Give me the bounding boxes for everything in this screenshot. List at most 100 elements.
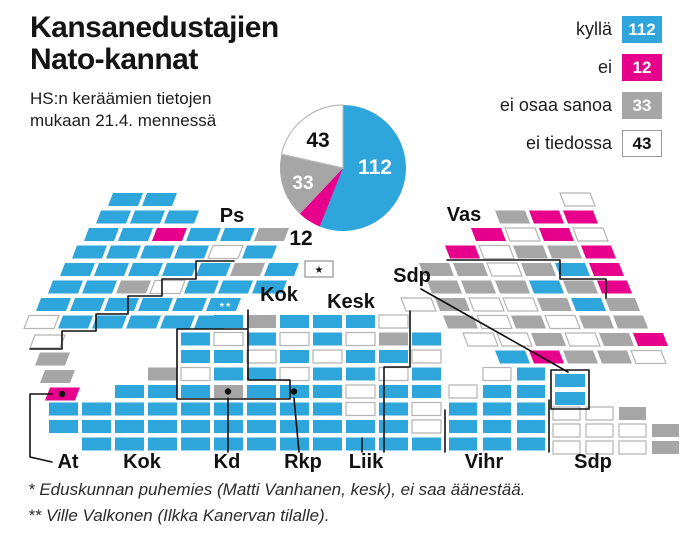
seat-right-wing-r4c4 [547,245,582,259]
seat-sdp-bottom-r3c3 [618,440,647,455]
legend-row-ei-osaa-sanoa: ei osaa sanoa 33 [500,92,662,119]
seat-vihr-block-r5c2 [483,437,511,451]
seat-vihr-block-r3c3 [517,402,545,416]
seat-center-block-r8c3 [148,437,177,451]
seat-sdp-pocket-r1c1 [555,374,585,387]
seat-center-block-r7c10 [346,420,375,433]
seat-right-wing-r8c5 [579,315,614,329]
seat-ps-left-wing-r6c3 [116,280,151,294]
seat-sdp-bottom-r1c2 [585,406,614,421]
seat-right-wing-r8c2 [476,314,513,330]
seat-ps-left-wing-r4c3 [140,245,175,259]
seat-center-block-r3c8 [411,349,442,364]
seat-right-wing-r5c6 [589,263,624,276]
party-label-liik: Liik [349,451,384,473]
seat-ps-left-wing-r2c1 [96,210,131,224]
seat-center-block-r5c7 [313,385,342,398]
seat-right-wing-r8c3 [511,315,546,329]
seat-ps-left-wing-r8c3 [92,315,127,329]
seat-center-block-r7c8 [280,420,309,433]
seat-center-block-r8c8 [313,437,342,451]
seat-right-wing-r4c3 [513,245,548,259]
seat-center-block-r1c2 [247,315,276,328]
seat-sdp-bottom-r3c1 [552,440,581,455]
seat-center-block-r5c3 [181,385,210,398]
seat-center-block-r5c2 [148,385,177,398]
seat-ps-left-wing-r3c2 [118,228,153,241]
party-label-kok-top: Kok [260,284,299,306]
legend-label: kyllä [575,19,612,39]
seat-right-wing-r6c4 [529,280,564,294]
seat-sdp-bottom-r2c3 [618,423,647,438]
seat-right-wing-r3c1 [471,228,506,241]
seat-right-wing-r6c6 [597,280,632,294]
legend-value-box: 112 [622,16,662,43]
seat-right-wing-r8c4 [544,314,581,330]
seat-right-wing-r10c4 [597,350,632,364]
speaker-star-icon: ★ [315,265,324,276]
legend-value-box: 12 [622,54,662,81]
title-line2: Nato-kannat [30,43,198,77]
seat-right-wing-r3c3 [539,228,574,241]
party-label-kd: Kd [214,451,241,473]
seat-center-block-r7c5 [181,420,210,433]
seat-right-wing-r7c5 [537,298,572,311]
seat-vihr-block-r2c2 [483,385,511,398]
seat-right-wing-r6c3 [495,280,530,294]
seat-vihr-block-r3c1 [449,402,477,416]
seat-center-block-r3c3 [246,349,277,364]
pie-slice-ei-osaa-sanoa [279,154,343,214]
seat-ps-left-wing-r4c5 [207,244,244,260]
seat-ps-left-wing-r3c1 [84,228,119,241]
subtitle: HS:n keräämien tietojen mukaan 21.4. men… [30,88,216,133]
seat-right-wing-r9c1 [462,332,499,347]
seat-right-wing-r7c3 [468,297,505,312]
seat-center-block-r4c2 [180,366,211,382]
seat-right-wing-r2c2 [529,210,564,224]
seat-ps-left-wing-r5c7 [264,263,299,276]
seat-center-block-r7c1 [49,420,78,433]
seat-ps-left-wing-r3c6 [254,228,289,241]
seat-center-block-r5c10 [412,385,441,398]
seat-center-block-r2c2 [213,331,244,347]
seat-center-block-r6c9 [313,402,342,416]
seat-sdp-bottom-r3c4 [652,441,679,454]
section-boundary-line [176,309,291,400]
title-line1: Kansanedustajien [30,11,279,44]
seat-right-wing-r6c1 [427,280,462,294]
party-label-at: At [57,451,78,473]
seat-center-block-r3c7 [379,350,408,363]
seat-ps-left-wing-r7c3 [104,298,139,311]
seat-center-block-r6c11 [379,402,408,416]
seat-ps-left-wing-r2c3 [164,210,199,224]
seat-ps-left-wing-r8c1 [23,314,60,330]
seat-right-wing-r2c3 [563,210,598,224]
seat-center-block-r6c2 [82,402,111,416]
seat-center-block-r3c4 [280,350,309,363]
seat-right-wing-r10c2 [529,350,564,364]
seat-right-wing-r7c1 [400,297,437,312]
seat-center-block-r5c5 [247,385,276,398]
seat-sdp-bottom-r2c1 [552,423,581,438]
seat-sdp-pocket-r2c1 [555,392,585,405]
seat-center-block-r2c8 [412,332,441,346]
pie-value-label: 12 [289,227,312,250]
seat-marker-dot [224,388,232,395]
seat-sdp-bottom-r2c4 [652,424,679,437]
seat-ps-left-wing-r7c5 [172,298,207,311]
seat-ps-left-wing-r6c5 [184,280,219,294]
seat-right-wing-r8c6 [613,315,648,329]
subtitle-line1: HS:n keräämien tietojen [30,89,212,108]
seat-center-block-r4c3 [214,367,243,381]
seat-right-wing-r5c2 [453,263,488,276]
seat-marker-dot [290,388,298,395]
seat-ps-left-wing-r4c2 [106,245,141,259]
page-title: Kansanedustajien Nato-kannat [30,11,279,77]
seat-center-block-r4c9 [412,367,441,381]
seat-center-block-r1c6 [378,314,409,329]
seat-center-block-r6c12 [411,401,442,417]
seat-vihr-block-r4c1 [449,420,477,433]
seat-center-block-r6c3 [115,402,144,416]
seat-vihr-block-r5c1 [449,437,477,451]
